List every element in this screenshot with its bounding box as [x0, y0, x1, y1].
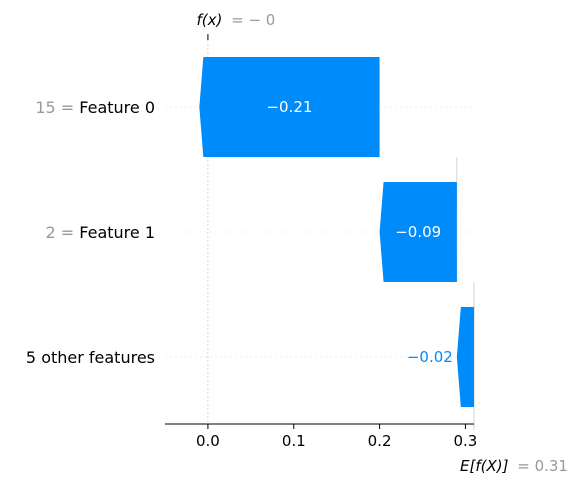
feature-name: 5 other features — [26, 348, 155, 367]
fx-annotation-value: = − 0 — [231, 11, 275, 29]
feature-value: 15 = — [35, 98, 79, 117]
feature-label: 5 other features — [26, 348, 155, 367]
bar-feature-0 — [199, 57, 380, 157]
feature-label: 2 = Feature 1 — [46, 223, 156, 242]
bar-value-label: −0.09 — [395, 223, 441, 241]
bar-value-label: −0.02 — [407, 348, 453, 366]
fx-annotation-label: f(x) — [196, 11, 222, 29]
feature-label: 15 = Feature 0 — [35, 98, 155, 117]
x-tick-label: 0.0 — [196, 432, 220, 450]
bars: −0.21 −0.09 −0.02 — [199, 57, 474, 407]
fx-annotation: f(x) = − 0 — [196, 11, 275, 29]
x-axis: 0.0 0.1 0.2 0.3 — [165, 34, 477, 450]
feature-labels: 15 = Feature 0 2 = Feature 1 5 other featu… — [26, 98, 155, 367]
efx-annotation: E[f(X)] = 0.31 — [460, 457, 568, 475]
feature-name: Feature 0 — [79, 98, 155, 117]
bar-value-label: −0.21 — [266, 98, 312, 116]
efx-annotation-label: E[f(X)] — [460, 457, 509, 475]
x-tick-label: 0.2 — [368, 432, 392, 450]
feature-name: Feature 1 — [79, 223, 155, 242]
feature-value: 2 = — [46, 223, 80, 242]
efx-annotation-value: = 0.31 — [517, 457, 568, 475]
bar-feature-2 — [456, 307, 474, 407]
x-tick-label: 0.3 — [453, 432, 477, 450]
bar-feature-1 — [379, 182, 457, 282]
x-tick-label: 0.1 — [282, 432, 306, 450]
